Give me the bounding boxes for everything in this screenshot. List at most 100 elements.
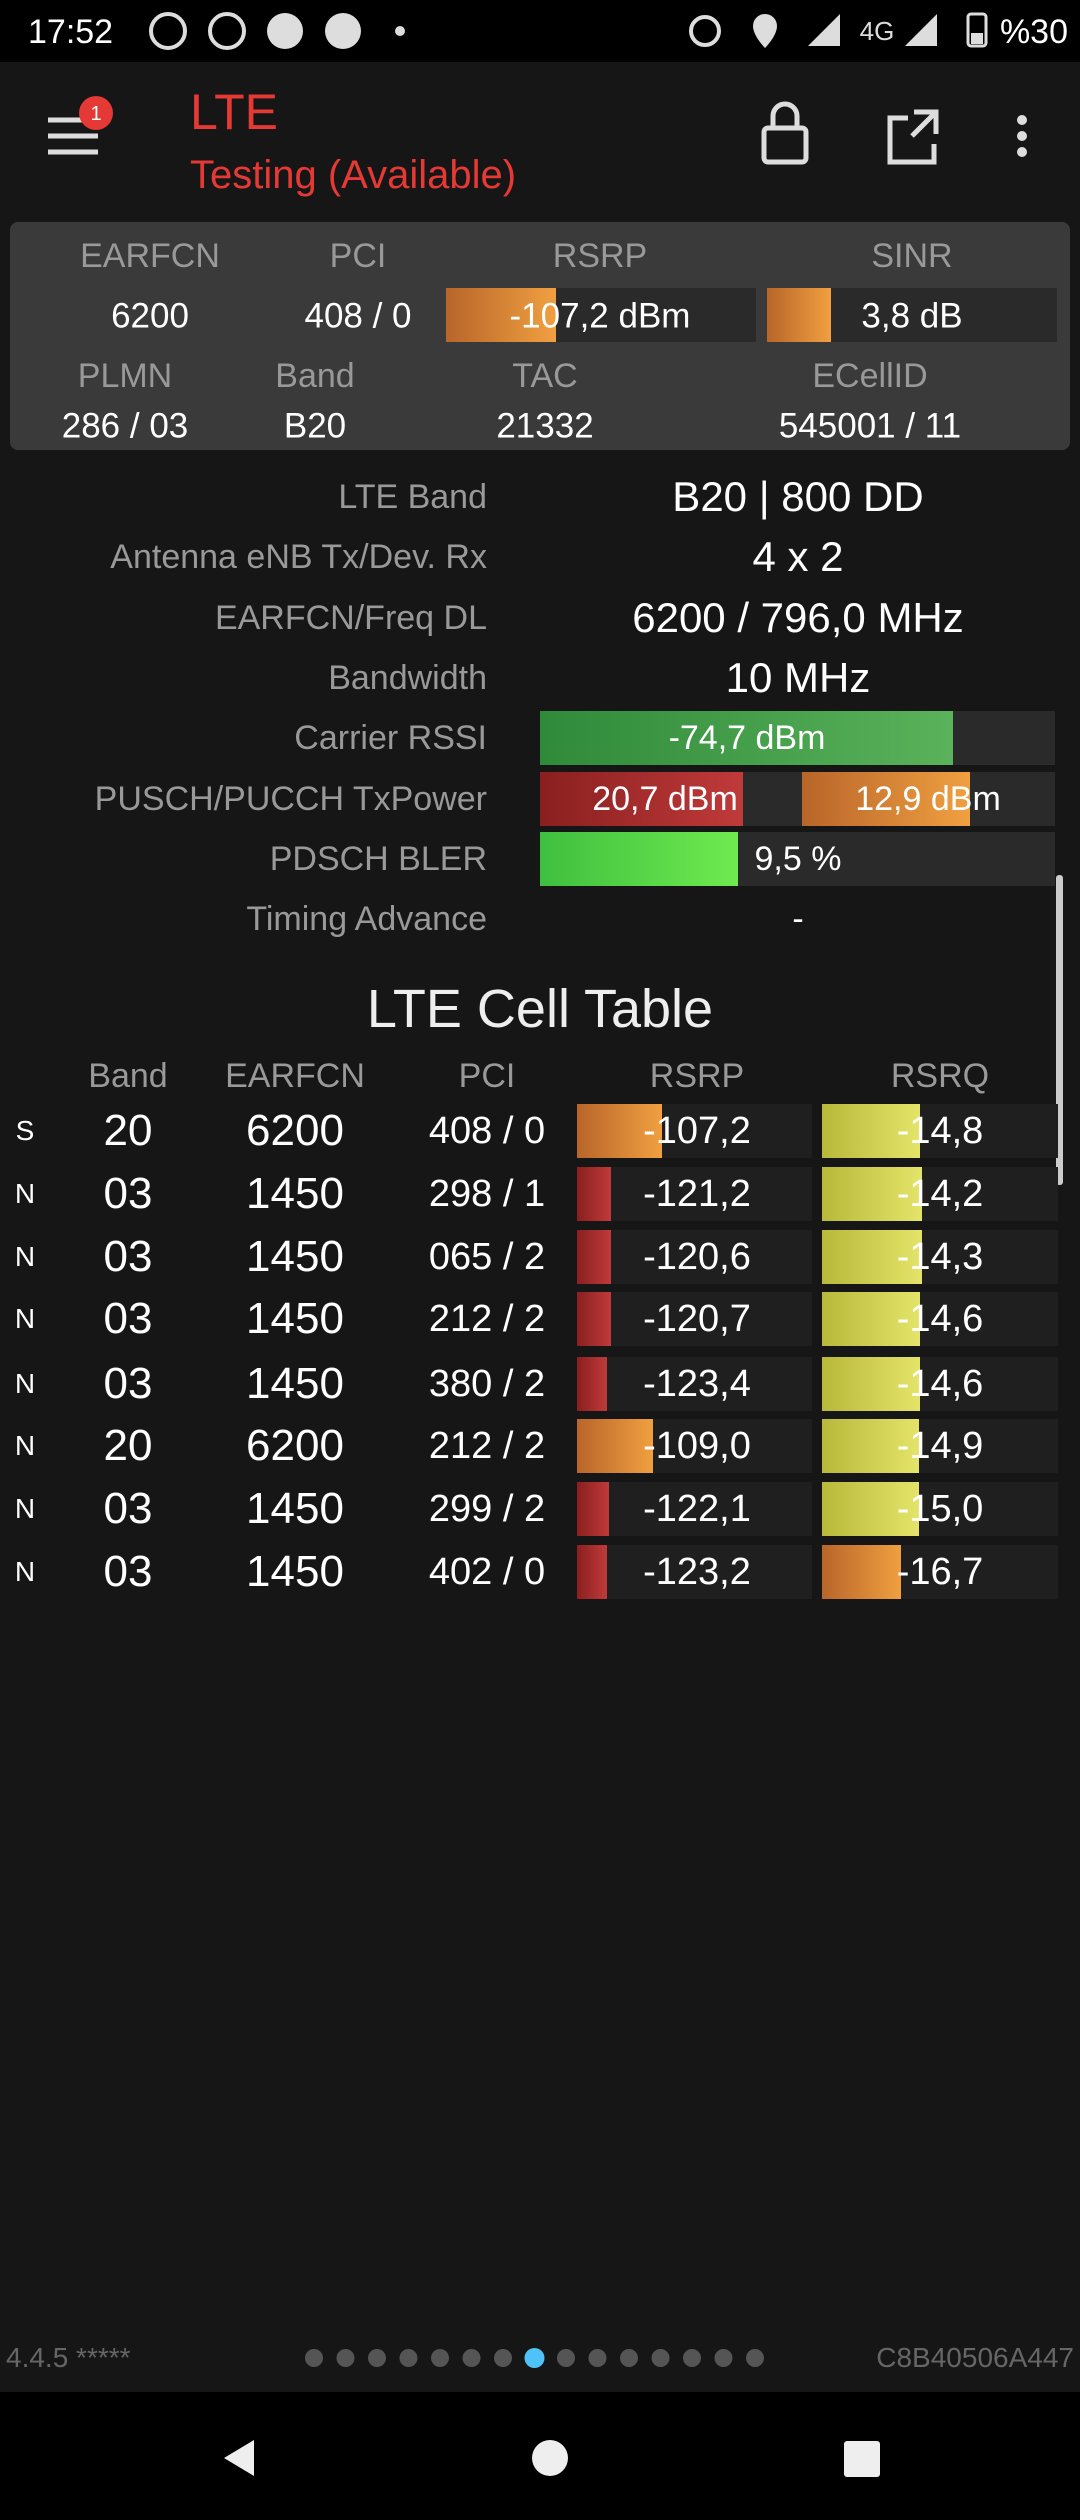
detail-value: 9,5 %: [754, 840, 842, 878]
cell-value: 03: [103, 1484, 153, 1533]
column-header: RSRP: [649, 1057, 745, 1095]
page-dot[interactable]: [714, 2349, 733, 2367]
status-bar: [0, 0, 1080, 62]
cell-value: -16,7: [896, 1551, 984, 1593]
pucch-bar: [802, 772, 970, 826]
summary-header: PCI: [329, 237, 387, 275]
column-header: RSRQ: [890, 1057, 990, 1095]
badge-count: 1: [90, 103, 102, 125]
cell-value: -14,8: [896, 1110, 984, 1152]
cell-value: -122,1: [643, 1488, 751, 1530]
rsrp-track: [577, 1167, 812, 1221]
cell-value: 380 / 2: [428, 1363, 546, 1405]
rsrq-bar: [822, 1545, 901, 1599]
summary-header: EARFCN: [80, 237, 220, 275]
detail-value: 4 x 2: [752, 533, 844, 580]
page-dot[interactable]: [305, 2349, 323, 2367]
page-dot[interactable]: [557, 2349, 575, 2367]
cell-value: -123,2: [643, 1551, 751, 1593]
rsrq-bar: [822, 1167, 922, 1221]
page-dot[interactable]: [651, 2349, 670, 2367]
cell-value: 298 / 1: [428, 1173, 546, 1215]
app-subtitle: Testing (Available): [190, 153, 517, 197]
cell-value: 1450: [246, 1359, 344, 1408]
rsrq-bar: [822, 1482, 919, 1536]
detail-label: Antenna eNB Tx/Dev. Rx: [110, 538, 487, 576]
summary-value: 286 / 03: [61, 406, 189, 446]
page-dot[interactable]: [494, 2349, 512, 2367]
page-dot[interactable]: [368, 2349, 386, 2367]
rsrp-bar: [446, 288, 556, 342]
more-icon[interactable]: [1017, 115, 1027, 157]
pusch-bar: [540, 772, 743, 826]
page-dot[interactable]: [462, 2349, 481, 2367]
page-dot[interactable]: [588, 2349, 607, 2367]
summary-header: RSRP: [552, 237, 648, 275]
cell-type: N: [14, 1178, 36, 1209]
detail-label: PUSCH/PUCCH TxPower: [94, 780, 487, 818]
bler-bar: [540, 832, 738, 886]
summary-value: B20: [283, 406, 347, 446]
cell-value: 065 / 2: [428, 1236, 546, 1278]
detail-value: B20 | 800 DD: [672, 473, 924, 520]
device-id: C8B40506A447: [876, 2342, 1074, 2373]
summary-value: 6200: [111, 296, 189, 336]
cell-value: 1450: [246, 1294, 344, 1343]
cell-value: 03: [103, 1359, 153, 1408]
cell-value: 1450: [246, 1169, 344, 1218]
rssi-bar: [540, 711, 953, 765]
detail-label: PDSCH BLER: [269, 840, 487, 878]
cell-value: -120,6: [643, 1236, 751, 1278]
cell-value: -14,2: [896, 1173, 984, 1215]
cell-type: N: [14, 1493, 36, 1524]
table-title: LTE Cell Table: [366, 979, 714, 1039]
cell-type: S: [15, 1115, 35, 1146]
rsrq-bar: [822, 1292, 920, 1346]
cell-value: -123,4: [643, 1363, 751, 1405]
rsrp-bar: [577, 1545, 607, 1599]
summary-value: -107,2 dBm: [509, 296, 691, 336]
cell-type: N: [14, 1241, 36, 1272]
cell-value: 1450: [246, 1232, 344, 1281]
cell-value: 03: [103, 1547, 153, 1596]
summary-header: TAC: [512, 357, 578, 395]
page-dot[interactable]: [399, 2349, 418, 2367]
cell-value: 299 / 2: [428, 1488, 546, 1530]
page-dot[interactable]: [336, 2349, 355, 2367]
cell-value: -14,9: [896, 1425, 984, 1467]
page-dot[interactable]: [620, 2349, 638, 2367]
cell-type: N: [14, 1556, 36, 1587]
detail-value: -74,7 dBm: [668, 719, 826, 757]
page-dot[interactable]: [746, 2349, 764, 2367]
page-dot[interactable]: [431, 2349, 449, 2367]
page-dot[interactable]: [683, 2349, 701, 2367]
summary-value: 21332: [496, 406, 594, 446]
summary-header: SINR: [871, 237, 953, 275]
detail-label: LTE Band: [338, 478, 487, 516]
column-header: EARFCN: [225, 1057, 365, 1095]
summary-value: 545001 / 11: [778, 406, 962, 446]
cell-value: 03: [103, 1294, 153, 1343]
page-dot[interactable]: [524, 2348, 545, 2368]
detail-value: 20,7 dBm: [592, 780, 738, 818]
summary-value: 408 / 0: [304, 296, 412, 336]
nav-buttons[interactable]: [224, 2440, 880, 2477]
detail-value: 10 MHz: [725, 654, 871, 701]
rsrp-track: [577, 1230, 812, 1284]
cell-value: 212 / 2: [428, 1298, 546, 1340]
rsrp-bar: [577, 1292, 611, 1346]
cell-value: -14,6: [896, 1298, 984, 1340]
lock-icon[interactable]: [761, 101, 809, 165]
cell-value: 03: [103, 1169, 153, 1218]
summary-header: Band: [275, 357, 355, 395]
clock: 17:52: [28, 13, 114, 51]
share-icon[interactable]: [887, 109, 939, 165]
detail-label: Bandwidth: [328, 659, 487, 697]
rsrp-bar: [577, 1357, 607, 1411]
column-header: PCI: [458, 1057, 516, 1095]
rsrq-bar: [822, 1230, 922, 1284]
cell-value: -14,6: [896, 1363, 984, 1405]
status-icons: [149, 12, 988, 50]
